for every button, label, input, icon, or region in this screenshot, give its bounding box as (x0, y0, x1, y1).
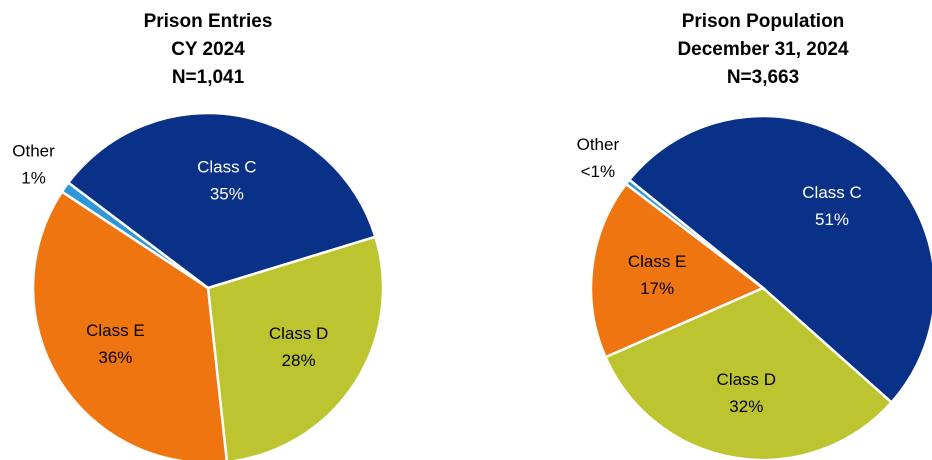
pie-slice (66, 111, 377, 290)
slice-value: 32% (729, 397, 763, 416)
chart-title: N=3,663 (727, 67, 799, 88)
slice-label: Class C (197, 158, 257, 177)
slice-value: 1% (21, 168, 46, 187)
chart-title: December 31, 2024 (677, 39, 849, 60)
slice-label: Class E (86, 321, 145, 340)
pie-slice (60, 180, 209, 290)
slice-label: Other (12, 141, 55, 160)
pie-slice (603, 286, 894, 460)
slice-value: 36% (98, 348, 132, 367)
chart-title: Prison Entries (144, 11, 273, 32)
slice-label: Other (577, 135, 620, 154)
slice-label: Class D (717, 370, 777, 389)
pie-slice (589, 182, 766, 359)
pie-slice (627, 114, 932, 405)
slice-value: 17% (640, 279, 674, 298)
slice-value: <1% (581, 162, 616, 181)
slice-label: Class C (802, 183, 862, 202)
slice-value: 35% (210, 185, 244, 204)
slice-value: 28% (282, 351, 316, 370)
chart-title: N=1,041 (172, 67, 245, 88)
slice-value: 51% (815, 210, 849, 229)
chart-title: CY 2024 (171, 39, 245, 60)
slice-label: Class D (269, 324, 329, 343)
pie-slice (624, 177, 764, 289)
pie-slice (206, 235, 385, 460)
slice-label: Class E (628, 252, 687, 271)
chart-title: Prison Population (682, 11, 845, 32)
